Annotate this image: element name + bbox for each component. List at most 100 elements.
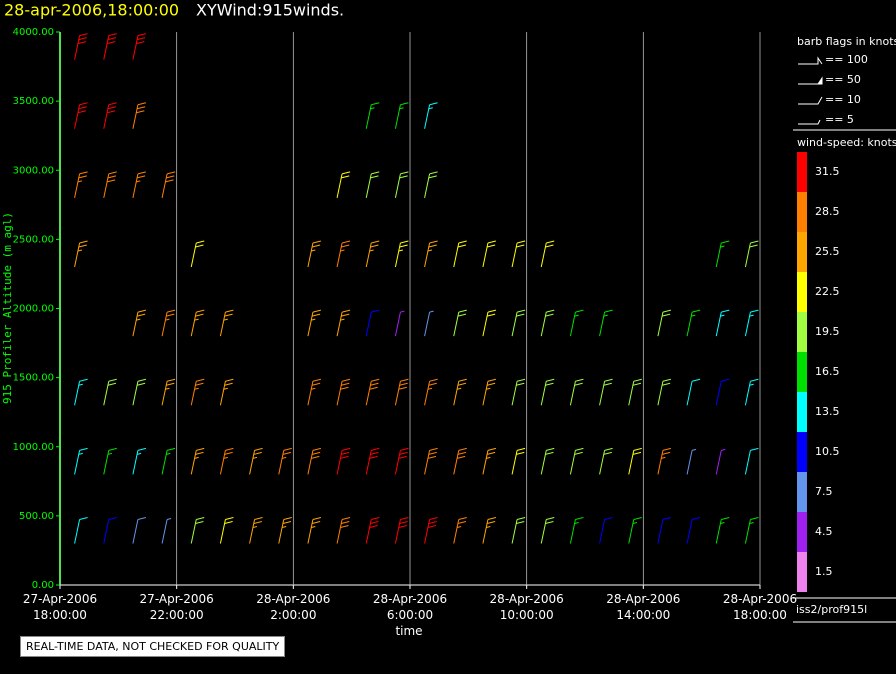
barb-half [77, 249, 83, 252]
wind-barb [686, 309, 701, 337]
barb-feather [662, 378, 672, 382]
y-tick-label: 2500.00 [13, 234, 54, 245]
barb-feather [575, 447, 584, 451]
barb-feather [516, 240, 526, 244]
wind-barb [336, 171, 351, 199]
barb-feather [546, 240, 555, 244]
barb-staff [103, 381, 110, 406]
barb-feather [487, 517, 497, 521]
wind-barb [219, 309, 234, 337]
barb-half [486, 387, 491, 390]
barb-staff [599, 381, 606, 406]
wind-barb [103, 378, 117, 406]
wind-barb [540, 447, 555, 475]
barb-feather [545, 451, 554, 455]
wind-barb [307, 378, 322, 406]
x-tick-label: 28-Apr-2006 10:00:00 [489, 592, 564, 622]
barb-staff [744, 312, 751, 337]
barb-half [691, 314, 696, 317]
wind-barb [190, 309, 205, 337]
barb-feather [196, 378, 205, 382]
barb-staff [365, 173, 372, 199]
colorbar-swatch [797, 512, 807, 552]
barb-staff [74, 519, 81, 544]
x-axis-label: time [395, 624, 423, 638]
barb-feather [458, 240, 467, 244]
barb-feather [340, 386, 349, 390]
barb-feather [721, 240, 730, 244]
barb-feather [136, 106, 146, 110]
barb-feather [77, 41, 87, 45]
barb-staff [744, 242, 751, 268]
barb-staff [540, 312, 547, 337]
barb-feather [400, 102, 409, 106]
barb-legend-title: barb flags in knots [797, 35, 896, 48]
barb-staff [278, 450, 285, 475]
barb-staff [132, 173, 139, 199]
barb-feather [399, 244, 408, 248]
wind-barb [190, 517, 205, 544]
colorbar-swatch [797, 392, 807, 432]
wind-barb [336, 378, 351, 406]
wind-barb [336, 447, 351, 475]
wind-barb [219, 517, 234, 544]
barb-staff [365, 381, 372, 406]
barb-feather [224, 382, 233, 386]
barb-staff [482, 450, 489, 475]
colorbar-swatch [797, 312, 807, 352]
barb-staff [365, 450, 372, 475]
barb-feather [311, 451, 321, 455]
wind-barb [424, 102, 438, 129]
barb-feather [225, 447, 234, 451]
barb-feather [516, 244, 525, 248]
barb-staff [365, 104, 372, 129]
barb-staff [336, 173, 343, 199]
barb-feather [721, 517, 730, 521]
barb-feather [341, 175, 350, 179]
barb-staff [569, 519, 576, 544]
barb-staff [453, 450, 460, 475]
barb-staff [424, 104, 431, 129]
barb-half [165, 387, 170, 390]
barb-feather [108, 33, 117, 37]
barb-half [311, 387, 316, 390]
barb-feather [341, 313, 350, 317]
barb-feather [77, 110, 87, 114]
wind-barb [278, 447, 292, 475]
y-tick-label: 500.00 [19, 511, 54, 522]
barb-staff [424, 242, 431, 268]
wind-barb [453, 517, 467, 544]
barb-feather [224, 313, 233, 317]
barb-feather [574, 382, 583, 386]
barb-feather [108, 517, 117, 521]
barb-half [427, 249, 433, 252]
barb-feather [428, 244, 437, 248]
barb-feather [137, 102, 147, 106]
wind-barb [74, 378, 88, 406]
wind-barb [132, 102, 147, 129]
barb-staff [540, 519, 547, 544]
wind-barb [103, 171, 117, 199]
barb-feather [691, 378, 701, 382]
barb-staff [540, 242, 547, 268]
barb-staff [74, 35, 81, 60]
barb-staff [686, 381, 693, 406]
wind-barb [74, 240, 88, 268]
barb-feather [750, 378, 759, 382]
barb-feather [253, 451, 262, 455]
barb-feather [78, 244, 87, 248]
barb-feather [196, 447, 205, 451]
barb-staff [307, 519, 314, 544]
barb-staff [132, 381, 139, 406]
barb-half [165, 318, 170, 321]
barb-feather [312, 240, 322, 244]
barb-staff [394, 173, 401, 199]
barb-staff [599, 312, 606, 337]
barb-feather [166, 313, 175, 317]
barb-feather [136, 382, 146, 386]
barb-feather [661, 313, 671, 317]
barb-half [486, 456, 491, 459]
wind-barb [190, 378, 205, 406]
barb-feather [369, 525, 378, 529]
wind-barb [511, 309, 526, 337]
